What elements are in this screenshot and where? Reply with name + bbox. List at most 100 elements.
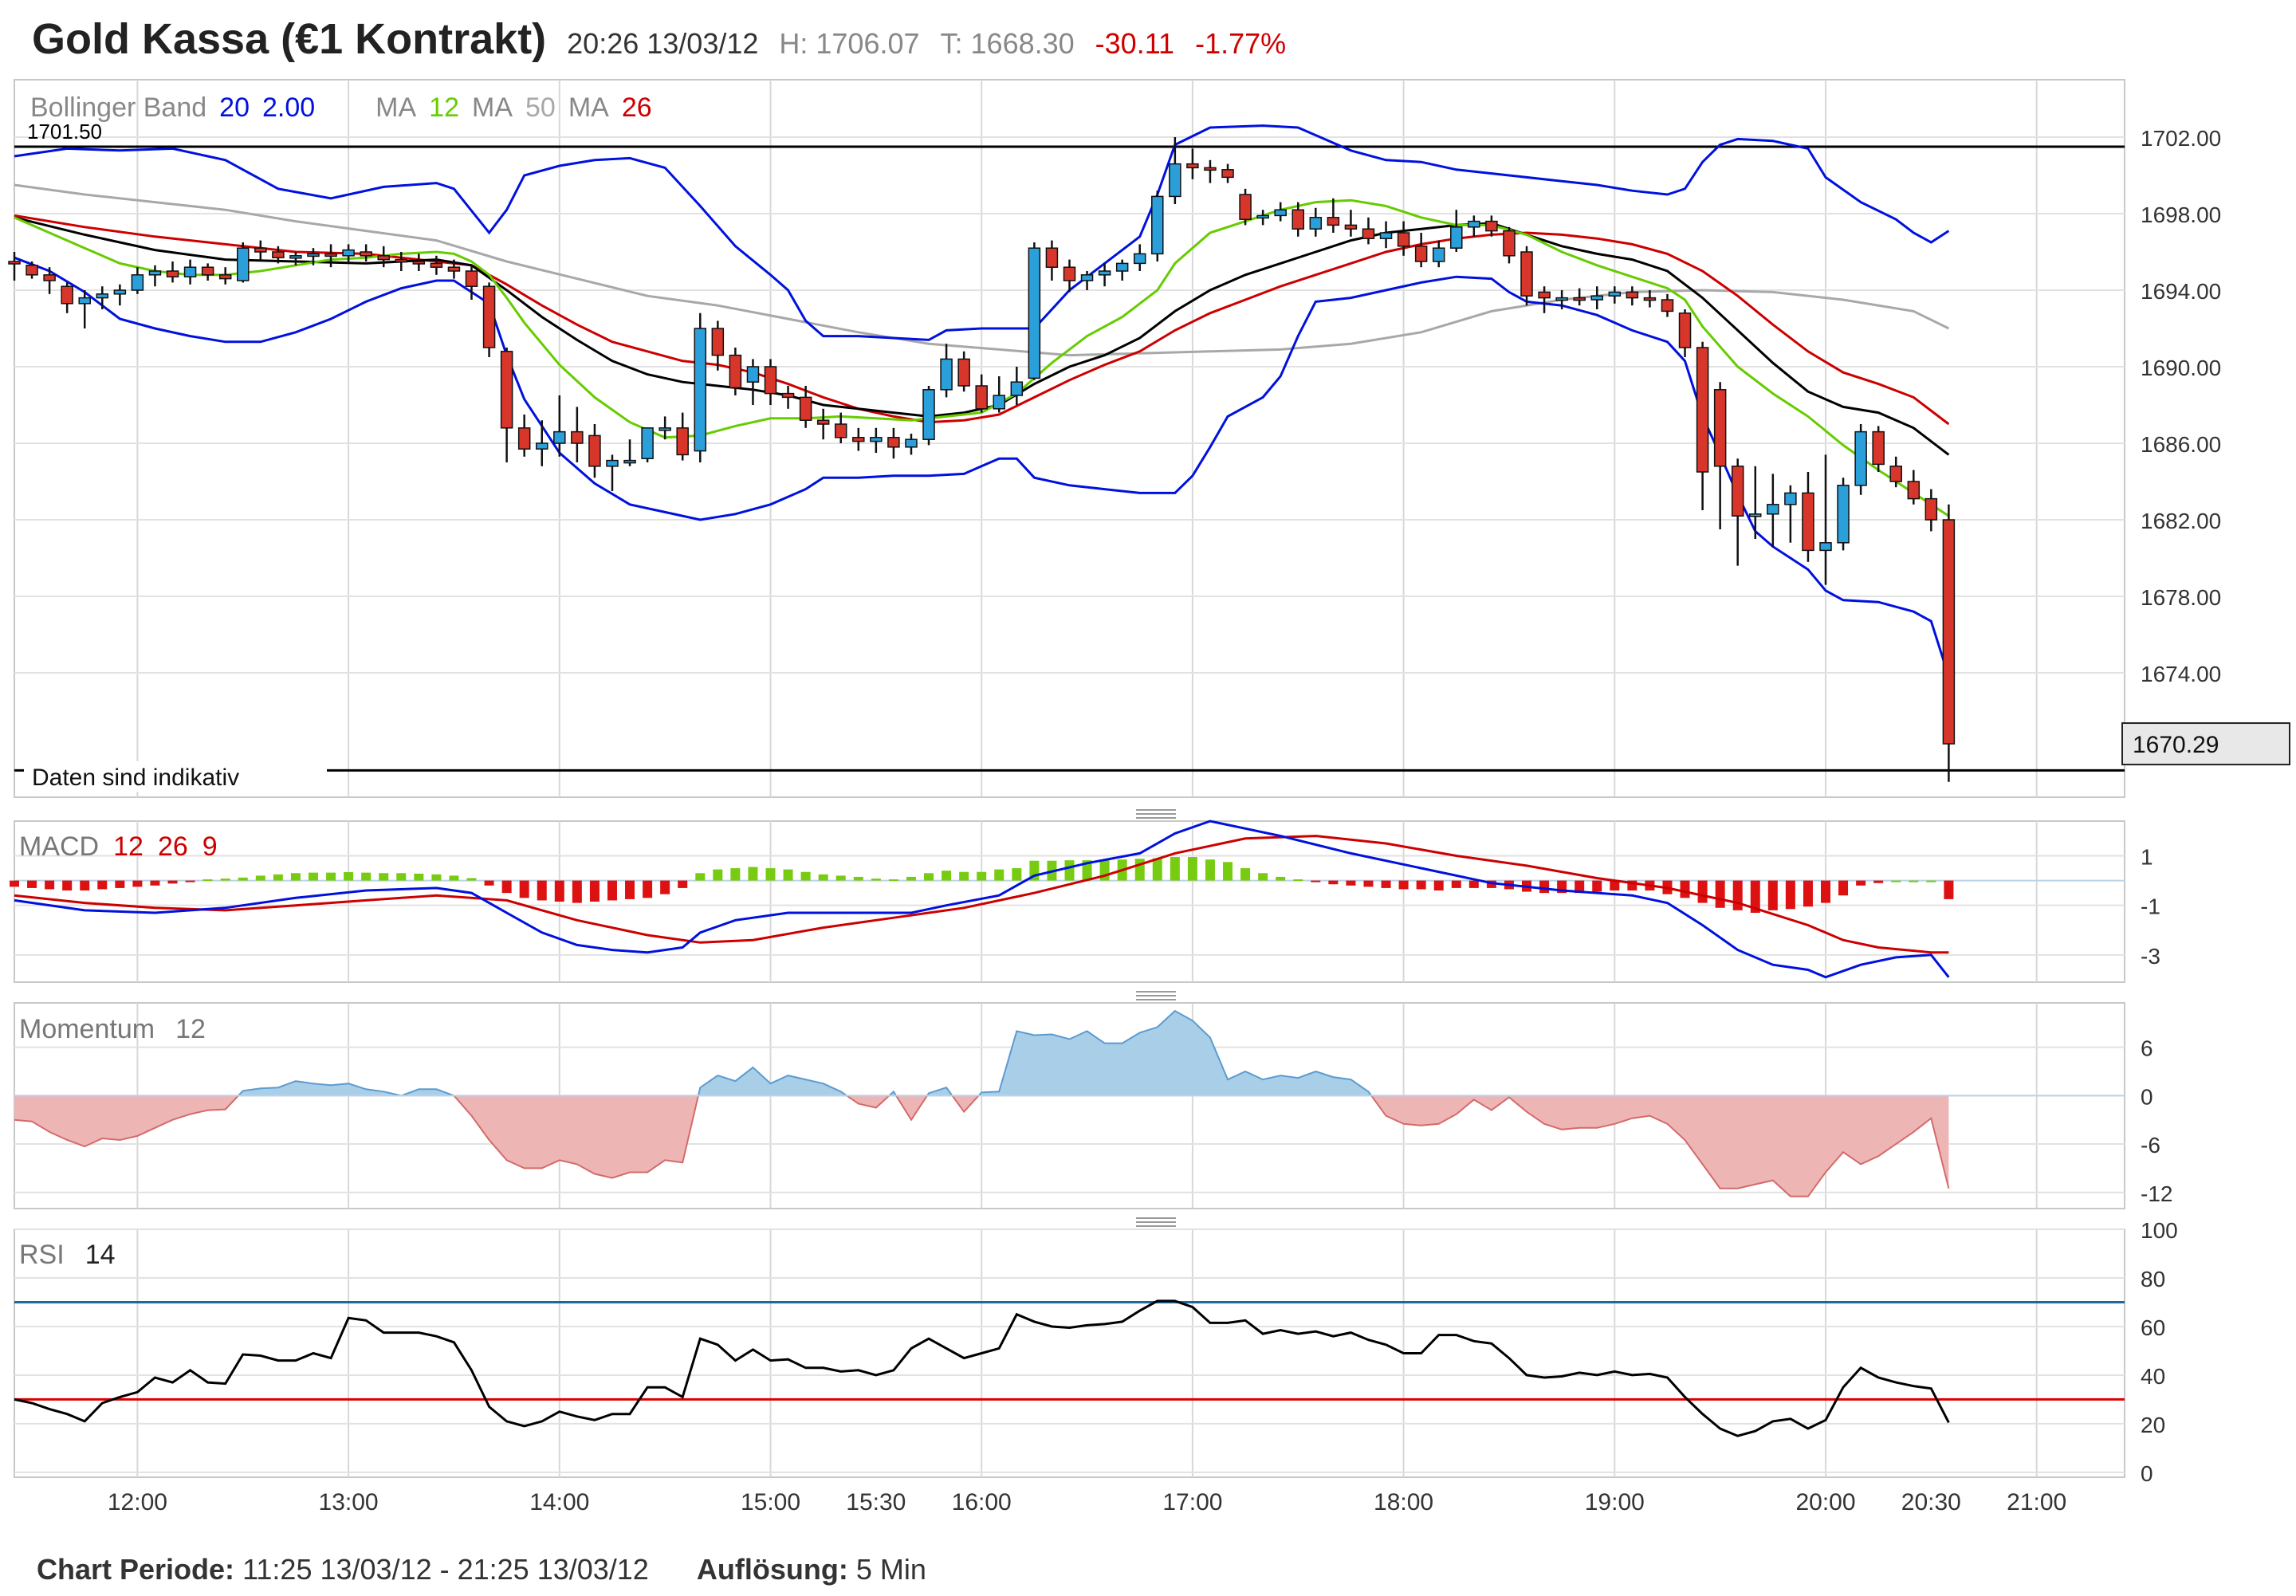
candle-body xyxy=(377,255,390,261)
momentum-positive-line xyxy=(237,1009,1373,1096)
macd-histogram-bar xyxy=(942,871,952,881)
candle-body xyxy=(1432,247,1445,262)
price-legend-item: 2.00 xyxy=(262,92,315,123)
macd-histogram-bar xyxy=(97,880,108,890)
macd-histogram-bar xyxy=(572,880,582,903)
macd-histogram-bar xyxy=(132,880,143,887)
candle-body xyxy=(694,328,707,452)
time-axis-label: 15:00 xyxy=(741,1489,800,1515)
momentum-axis-label: 6 xyxy=(2141,1036,2153,1061)
candle-body xyxy=(588,434,601,467)
macd-histogram-bar xyxy=(449,875,459,881)
candle-body xyxy=(517,427,531,450)
candle-body xyxy=(236,247,250,281)
rsi-axis-label: 40 xyxy=(2141,1364,2165,1389)
macd-histogram-bar xyxy=(1592,880,1602,892)
macd-histogram-bar xyxy=(220,879,230,881)
macd-histogram-bar xyxy=(1416,880,1426,890)
candle-body xyxy=(360,251,372,257)
macd-histogram-bar xyxy=(396,873,407,881)
candle-body xyxy=(816,419,830,425)
candle-body xyxy=(1924,497,1938,521)
macd-histogram-bar xyxy=(1064,860,1075,881)
candle-body xyxy=(1643,297,1657,301)
time-axis-label: 16:00 xyxy=(952,1489,1012,1515)
rsi-axis-label: 60 xyxy=(2141,1315,2165,1340)
rsi-legend-item: RSI xyxy=(19,1240,65,1270)
candle-body xyxy=(1731,466,1744,517)
macd-histogram-bar xyxy=(1240,868,1251,881)
candle-body xyxy=(764,366,777,395)
candle-body xyxy=(1942,519,1956,745)
candle-body xyxy=(993,395,1005,410)
macd-legend-item: MACD xyxy=(19,831,99,862)
candle-body xyxy=(289,255,302,259)
rsi-axis-label: 80 xyxy=(2141,1267,2165,1291)
candle-body xyxy=(430,262,443,268)
macd-histogram-bar xyxy=(589,880,600,902)
candle-body xyxy=(43,274,56,281)
price-axis-label: 1678.00 xyxy=(2141,585,2221,610)
macd-histogram-bar xyxy=(1732,880,1743,910)
macd-signal-line xyxy=(14,835,1949,954)
candle-body xyxy=(781,392,795,399)
macd-histogram-bar xyxy=(344,872,354,881)
time-axis-label: 15:30 xyxy=(846,1489,906,1515)
candle-body xyxy=(1256,214,1269,219)
macd-histogram-bar xyxy=(660,880,670,894)
candle-body xyxy=(183,266,197,277)
macd-histogram-bar xyxy=(537,880,547,901)
candle-body xyxy=(1713,389,1727,467)
macd-histogram-bar xyxy=(80,880,90,891)
candle-body xyxy=(1098,270,1111,276)
candle-body xyxy=(1028,247,1041,379)
price-change-percent: -1.77% xyxy=(1195,27,1287,60)
macd-histogram-bar xyxy=(1363,880,1374,887)
macd-histogram-bar xyxy=(308,872,318,881)
macd-axis-label: 1 xyxy=(2141,845,2153,870)
macd-histogram-bar xyxy=(1873,880,1884,883)
macd-histogram-bar xyxy=(1468,880,1479,888)
candle-body xyxy=(254,247,267,253)
macd-histogram-bar xyxy=(1082,860,1092,881)
candle-body xyxy=(905,438,918,448)
rsi-line xyxy=(14,1299,1950,1437)
candle-body xyxy=(1854,430,1867,486)
candle-body xyxy=(1010,381,1024,396)
candle-body xyxy=(1819,542,1832,552)
macd-histogram-bar xyxy=(924,873,934,881)
price-legend-item: 20 xyxy=(219,92,250,123)
chart-svg[interactable]: 1702.00 1698.00 1694.00 1690.00 1686.00 1682.… xyxy=(0,0,2296,1515)
candle-body xyxy=(1239,194,1252,220)
macd-histogram-bar xyxy=(1152,858,1162,881)
macd-histogram-bar xyxy=(554,880,564,902)
macd-histogram-bar xyxy=(1012,868,1022,881)
candle-body xyxy=(852,437,865,442)
macd-histogram-bar xyxy=(10,880,19,887)
price-legend-item: 50 xyxy=(525,92,556,123)
time-axis-label: 13:00 xyxy=(319,1489,379,1515)
macd-histogram-bar xyxy=(1891,880,1901,883)
chart-period-label: Chart Periode: xyxy=(37,1553,235,1586)
macd-histogram-bar xyxy=(1346,880,1356,886)
candle-body xyxy=(922,389,935,440)
rsi-axis-label: 0 xyxy=(2141,1461,2153,1486)
chart-footer: Chart Periode: 11:25 13/03/12 - 21:25 13… xyxy=(37,1553,926,1586)
macd-histogram-bar xyxy=(1486,880,1496,888)
candle-body xyxy=(1767,504,1779,515)
macd-histogram-bar xyxy=(994,869,1005,881)
candle-body xyxy=(26,265,38,276)
macd-histogram-bar xyxy=(1838,880,1849,896)
candle-body xyxy=(8,261,21,265)
candle-body xyxy=(201,266,214,276)
candle-body xyxy=(342,249,355,257)
macd-histogram-bar xyxy=(1944,880,1954,899)
macd-histogram-bar xyxy=(1293,879,1303,882)
macd-histogram-bar xyxy=(1258,873,1268,881)
candle-body xyxy=(1661,299,1674,313)
price-change: -30.11 xyxy=(1095,27,1175,60)
candle-body xyxy=(799,396,812,421)
macd-histogram-bar xyxy=(202,879,213,882)
candle-body xyxy=(1608,291,1622,297)
momentum-negative-line xyxy=(14,1095,1950,1197)
